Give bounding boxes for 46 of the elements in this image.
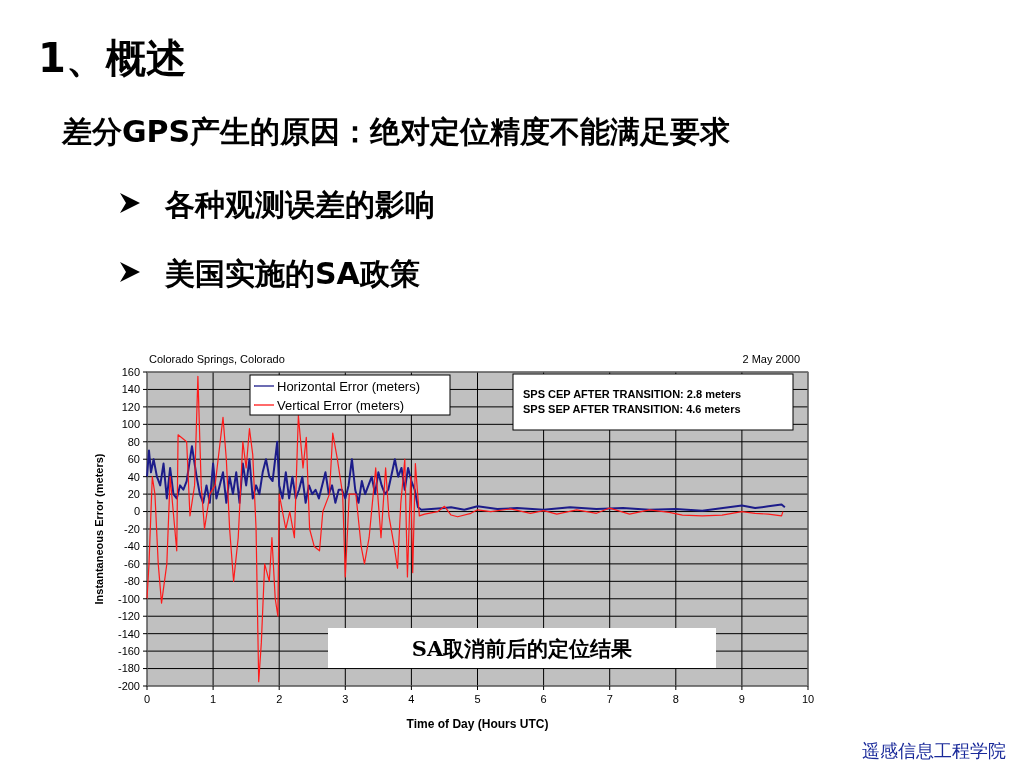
text: 各种观测误差的影响 (164, 187, 435, 222)
y-tick-label: -180 (117, 662, 140, 675)
annotation: SA取消前后的定位结果 (411, 636, 633, 661)
text: 遥感信息工程学院 (862, 740, 1006, 761)
y-tick-label: 100 (121, 418, 140, 431)
y-tick-label: -100 (117, 592, 140, 605)
text: Colorado Springs, Colorado (149, 353, 285, 365)
y-tick-label: -80 (124, 575, 140, 588)
x-tick-label: 3 (342, 693, 349, 705)
line-series (146, 440, 786, 512)
chart-subtitle: 差分GPS产生的原因：绝对定位精度不能满足要求 (61, 114, 731, 149)
annotation: SPS SEP AFTER TRANSITION: 4.6 meters (523, 403, 741, 415)
y-tick-label: 140 (121, 383, 140, 396)
y-tick-label: -40 (124, 540, 140, 553)
y-tick-label: 0 (133, 505, 140, 518)
legend-label: Horizontal Error (meters) (277, 378, 421, 394)
y-tick-label: -200 (117, 679, 140, 692)
y-tick-label: -140 (117, 627, 140, 640)
annotation: SPS CEP AFTER TRANSITION: 2.8 meters (523, 388, 742, 400)
y-tick-label: -60 (124, 557, 140, 570)
y-axis-title: Instantaneous Error (meters) (93, 453, 105, 605)
x-tick-label: 1 (210, 693, 217, 705)
y-tick-label: 60 (127, 453, 140, 466)
text: 美国实施的SA政策 (164, 256, 420, 291)
x-axis-title: Time of Day (Hours UTC) (406, 717, 549, 731)
y-tick-label: -160 (117, 644, 140, 657)
x-tick-label: 7 (606, 693, 613, 705)
x-tick-label: 6 (540, 693, 547, 705)
y-tick-label: 120 (121, 400, 140, 413)
x-tick-label: 0 (143, 693, 151, 705)
x-tick-label: 5 (474, 693, 481, 705)
y-tick-label: 160 (121, 365, 140, 378)
x-tick-label: 10 (801, 693, 815, 705)
y-tick-label: -20 (124, 522, 140, 535)
chart-title: 1、概述 (38, 35, 186, 81)
y-tick-label: 80 (127, 435, 140, 448)
y-tick-label: -120 (117, 610, 140, 623)
y-tick-label: 20 (127, 487, 140, 500)
x-tick-label: 4 (408, 693, 415, 705)
line-series (146, 375, 784, 683)
text: 2 May 2000 (742, 353, 800, 365)
x-tick-label: 9 (738, 693, 745, 705)
legend-label: Vertical Error (meters) (277, 397, 405, 413)
x-tick-label: 8 (672, 693, 679, 705)
x-tick-label: 2 (276, 693, 283, 705)
y-tick-label: 40 (127, 470, 140, 483)
